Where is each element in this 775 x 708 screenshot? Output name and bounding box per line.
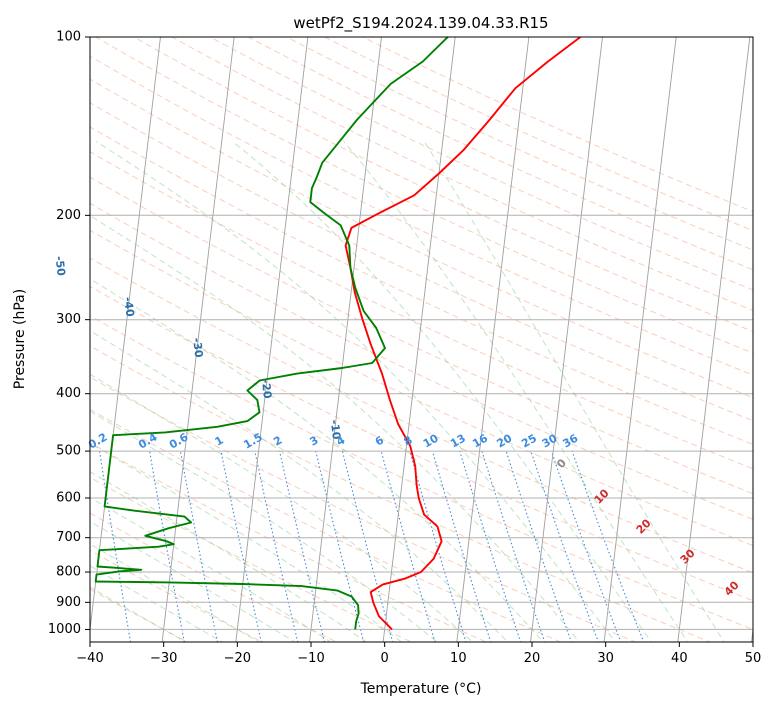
dry-adiabat-line — [90, 229, 753, 547]
isotherm-label: -10 — [328, 419, 343, 441]
isotherm-line — [161, 37, 235, 642]
chart-title: wetPf2_S194.2024.139.04.33.R15 — [293, 14, 548, 33]
dry-adiabat-line — [94, 37, 753, 354]
dry-adiabat-line — [90, 257, 753, 574]
moist-adiabat-line — [90, 586, 187, 642]
y-tick-label: 100 — [56, 30, 81, 45]
isotherm-line — [603, 37, 677, 642]
y-tick-label: 900 — [56, 595, 81, 610]
moist-adiabat-line — [90, 410, 438, 642]
isotherm-line — [456, 37, 530, 642]
y-tick-label: 1000 — [48, 622, 81, 637]
x-tick-label: 30 — [597, 651, 614, 666]
y-tick-label: 700 — [56, 530, 81, 545]
isotherm-label: -20 — [259, 378, 274, 400]
skew-labels: -100-90-80-70-60-50-40-30-20-100.20.40.6… — [52, 255, 741, 598]
dry-adiabat-line — [90, 78, 753, 399]
dry-adiabat-line — [361, 37, 753, 213]
dry-adiabat-line — [90, 408, 562, 642]
dry-adiabat-line — [323, 37, 753, 232]
x-axis-label: Temperature (°C) — [360, 681, 482, 697]
dry-adiabat-line — [90, 315, 753, 631]
x-tick-label: 0 — [381, 651, 389, 666]
series-line-1 — [344, 37, 581, 631]
axes: −40 −30 −20 −10 0 10 20 30 40 50 100 200 300 400 500 60… — [48, 30, 761, 667]
y-axis-label: Pressure (hPa) — [12, 289, 28, 389]
moist-adiabat-line — [90, 496, 332, 642]
x-tick-label: 50 — [745, 651, 762, 666]
isotherm-label: -30 — [190, 337, 205, 359]
isotherm-label: -50 — [52, 255, 67, 277]
isotherm-line — [235, 37, 309, 642]
y-tick-label: 500 — [56, 444, 81, 459]
moist-adiabat-line — [90, 278, 545, 642]
y-tick-label: 600 — [56, 491, 81, 506]
moist-adiabat-line — [90, 471, 368, 642]
dry-adiabat-line — [247, 37, 753, 271]
x-tick-label: 20 — [524, 651, 541, 666]
y-tick-label: 300 — [56, 312, 81, 327]
dry-adiabat-line — [90, 376, 637, 642]
dry-adiabat-line — [90, 512, 338, 642]
isotherm-line — [382, 37, 456, 642]
isotherm-line — [677, 37, 751, 642]
dry-adiabat-line — [90, 55, 753, 376]
plot-frame — [89, 36, 754, 643]
y-tick-label: 800 — [56, 565, 81, 580]
x-tick-label: 10 — [450, 651, 467, 666]
x-tick-label: −20 — [224, 651, 251, 666]
isotherm-label: -40 — [121, 296, 136, 318]
isotherm-line — [309, 37, 382, 642]
x-tick-label: −10 — [297, 651, 324, 666]
moist-adiabat-line — [90, 565, 224, 642]
dry-adiabat-line — [90, 102, 753, 422]
y-tick-label: 400 — [56, 386, 81, 401]
moist-adiabat-line — [343, 140, 689, 642]
profile-series — [94, 37, 581, 631]
series-line-2 — [94, 37, 449, 630]
y-tick-label: 200 — [56, 208, 81, 223]
moist-adiabat-line — [90, 215, 580, 642]
dry-adiabat-line — [90, 126, 753, 446]
moist-adiabat-line — [90, 373, 474, 642]
isotherm-line — [530, 37, 603, 642]
x-tick-label: −30 — [150, 651, 177, 666]
moist-adiabat-line — [95, 140, 616, 642]
x-tick-label: 40 — [671, 651, 688, 666]
moist-adiabat-line — [423, 141, 725, 642]
dry-adiabat-line — [285, 37, 753, 251]
moist-adiabat-line — [90, 442, 403, 642]
x-tick-label: −40 — [76, 651, 103, 666]
isotherm-line — [90, 37, 161, 634]
